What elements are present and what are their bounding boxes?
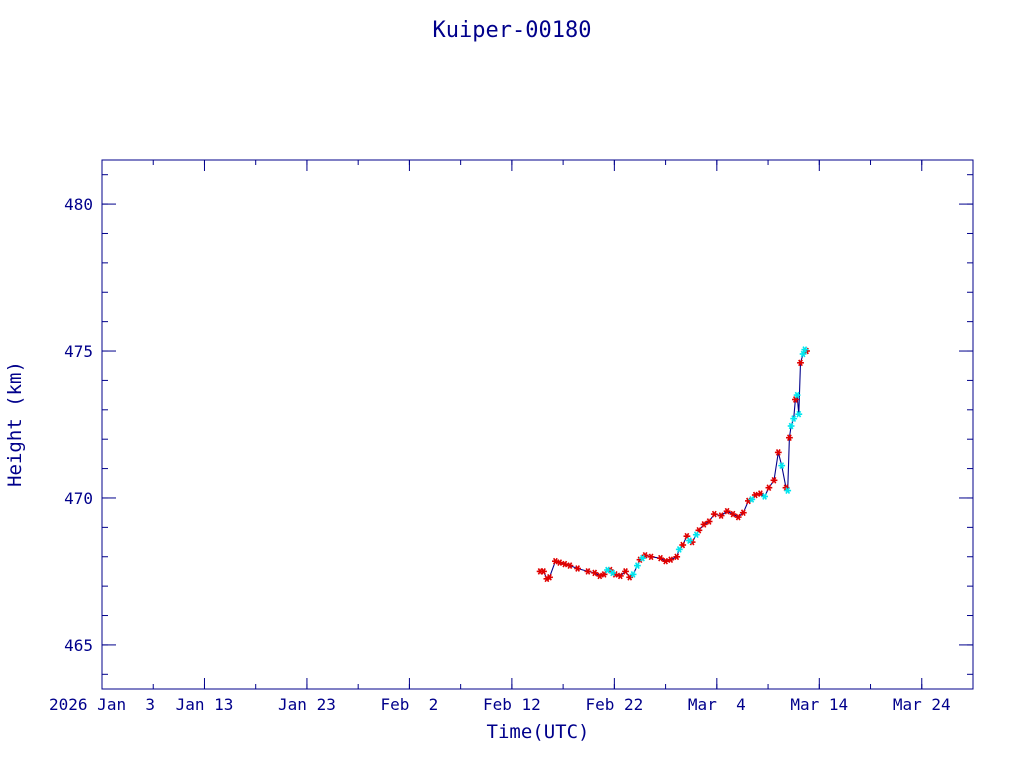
x-tick-label: Mar 4	[688, 695, 746, 714]
y-tick-label: 475	[64, 342, 93, 361]
data-point-red	[667, 556, 675, 564]
data-point-red	[734, 513, 742, 521]
series-point-group	[536, 346, 810, 583]
x-tick-label: 2026 Jan 3	[49, 695, 155, 714]
data-point-red	[566, 562, 574, 569]
data-point-red	[757, 490, 764, 497]
x-axis-label: Time(UTC)	[487, 721, 590, 743]
data-point-cyan	[639, 554, 646, 562]
plot-frame	[101, 159, 974, 690]
data-point-red	[584, 568, 592, 575]
data-point-red	[723, 507, 731, 515]
data-point-cyan	[795, 410, 803, 418]
data-point-cyan	[604, 566, 611, 574]
data-point-red	[673, 553, 681, 561]
data-point-cyan	[778, 462, 786, 469]
data-point-red	[770, 476, 778, 484]
data-point-red	[596, 572, 604, 580]
y-tick-label: 470	[64, 489, 93, 508]
data-point-red	[786, 434, 793, 442]
data-point-cyan	[692, 531, 700, 539]
data-point-red	[591, 569, 599, 577]
data-point-red	[561, 560, 569, 568]
y-tick-label: 480	[64, 195, 93, 214]
data-point-cyan	[748, 496, 756, 503]
data-point-cyan	[609, 569, 616, 577]
data-point-cyan	[761, 493, 768, 500]
data-point-red	[683, 532, 691, 540]
series-line-group	[540, 348, 807, 580]
x-tick-label: Jan 13	[176, 695, 234, 714]
data-point-red	[765, 484, 773, 492]
data-point-cyan	[790, 415, 798, 422]
y-tick-label: 465	[64, 636, 93, 655]
data-point-red	[556, 559, 564, 566]
data-point-red	[546, 573, 553, 581]
y-axis: 465 470 475 480	[64, 174, 973, 675]
data-point-cyan	[629, 571, 637, 578]
x-tick-label: Feb 12	[483, 695, 541, 714]
data-point-cyan	[787, 422, 795, 430]
data-point-red	[662, 557, 669, 565]
data-point-red	[647, 553, 655, 561]
data-point-red	[751, 491, 759, 499]
data-point-red	[700, 521, 708, 528]
data-point-red	[616, 572, 624, 580]
y-axis-label: Height (km)	[4, 361, 26, 487]
x-tick-label: Mar 14	[790, 695, 848, 714]
data-point-cyan	[686, 537, 693, 544]
data-point-cyan	[634, 562, 641, 569]
data-point-red	[797, 359, 804, 367]
data-point-cyan	[675, 546, 683, 553]
data-point-red	[622, 568, 629, 575]
x-tick-label: Mar 24	[893, 695, 951, 714]
data-point-red	[540, 568, 547, 575]
data-point-red	[729, 510, 737, 518]
data-point-red	[574, 565, 581, 572]
series-connecting-line	[540, 348, 807, 580]
data-point-red	[792, 396, 799, 403]
data-point-cyan	[801, 346, 809, 353]
data-point-red	[705, 518, 713, 525]
x-axis: 2026 Jan 3 Jan 13 Jan 23 Feb 2 Feb 12 Feb 22 M…	[49, 160, 974, 714]
data-point-red	[774, 449, 782, 456]
chart-title: Kuiper-00180	[433, 18, 592, 43]
x-tick-label: Jan 23	[278, 695, 336, 714]
data-point-red	[739, 509, 747, 517]
data-point-cyan	[793, 391, 801, 399]
data-point-red	[657, 554, 664, 562]
data-point-red	[717, 512, 725, 519]
x-tick-label: Feb 22	[585, 695, 643, 714]
data-point-cyan	[784, 487, 792, 494]
data-point-red	[710, 510, 718, 518]
x-tick-label: Feb 2	[381, 695, 439, 714]
